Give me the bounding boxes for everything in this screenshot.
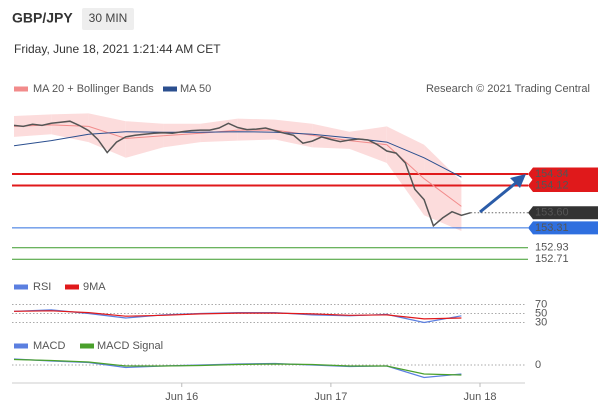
x-tick-label: Jun 16 <box>165 391 198 403</box>
legend-swatch <box>14 343 28 349</box>
indicator-line <box>13 310 462 320</box>
level-box <box>528 206 598 220</box>
legend-label: MACD <box>33 340 65 352</box>
legend-label: MA 50 <box>180 83 211 95</box>
legend-label: RSI <box>33 281 51 293</box>
y-tick-label: 70 <box>535 298 547 310</box>
level-label: 153.60 <box>535 207 569 219</box>
timeframe: 30 MIN <box>89 11 128 25</box>
legend-swatch <box>65 284 79 290</box>
bollinger-band <box>88 113 126 158</box>
level-box <box>528 179 598 193</box>
bollinger-band <box>51 113 89 143</box>
timeframe-box <box>82 8 134 30</box>
subtitle: Friday, June 18, 2021 1:21:44 AM CET <box>14 42 221 56</box>
indicator-line <box>13 358 462 376</box>
moving-average <box>13 131 462 178</box>
level-box <box>528 167 598 181</box>
x-tick-label: Jun 17 <box>314 391 347 403</box>
moving-average <box>13 124 462 207</box>
legend-label: MA 20 + Bollinger Bands <box>33 83 154 95</box>
bollinger-band <box>424 144 462 231</box>
level-label: 152.71 <box>535 253 569 265</box>
bollinger-band <box>163 123 201 148</box>
legend-swatch <box>163 86 177 92</box>
legend-swatch <box>80 343 94 349</box>
legend-label: MACD Signal <box>97 340 163 352</box>
y-tick-label: 0 <box>535 359 541 371</box>
forecast-arrow <box>479 174 526 214</box>
price-line <box>13 120 471 228</box>
bollinger-band <box>386 126 425 216</box>
legend-swatch <box>14 284 28 290</box>
legend-label: 9MA <box>83 281 106 293</box>
y-tick-label: 30 <box>535 316 547 328</box>
level-box <box>528 221 598 235</box>
y-tick-label: 50 <box>535 307 547 319</box>
x-tick-label: Jun 18 <box>463 391 496 403</box>
level-label: 154.34 <box>535 168 569 180</box>
chart-title: GBP/JPY <box>12 10 73 26</box>
level-label: 152.93 <box>535 242 569 254</box>
bollinger-band <box>200 118 238 143</box>
level-label: 153.31 <box>535 222 569 234</box>
bollinger-band <box>125 121 164 158</box>
legend-swatch <box>14 86 28 92</box>
bollinger-band <box>349 126 387 163</box>
level-label: 154.12 <box>535 179 569 191</box>
source: Research © 2021 Trading Central <box>426 83 590 95</box>
